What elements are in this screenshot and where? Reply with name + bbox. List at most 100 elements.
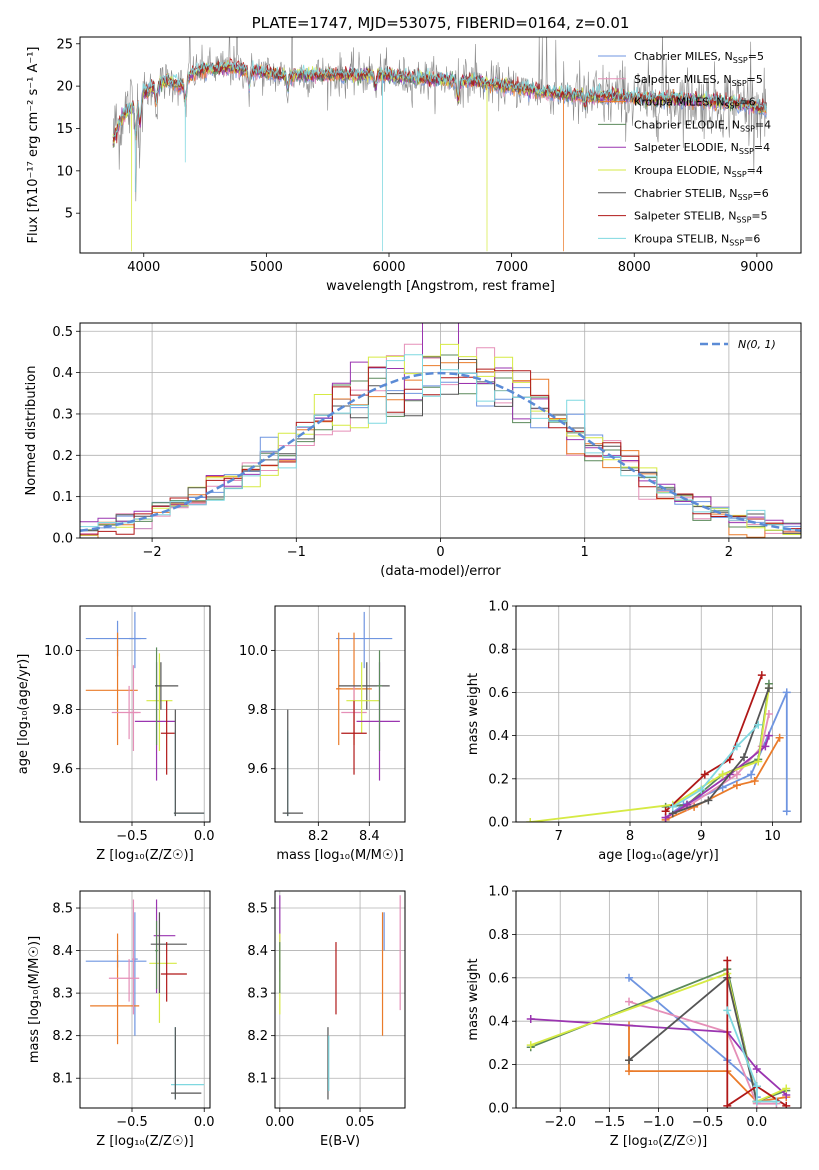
legend-label: Chabrier ELODIE, NSSP=4 bbox=[634, 118, 771, 133]
x-tick-label: 7000 bbox=[495, 260, 528, 275]
weight-marker bbox=[732, 770, 741, 779]
legend-label: Salpeter ELODIE, NSSP=4 bbox=[634, 141, 770, 156]
weight-marker bbox=[625, 973, 634, 982]
weight-marker bbox=[747, 770, 756, 779]
legend-val: =6 bbox=[753, 187, 769, 200]
errorbar-point bbox=[150, 912, 187, 994]
weight-marker bbox=[723, 956, 732, 965]
model-spectrum-7 bbox=[112, 56, 767, 144]
y-tick-label: 8.1 bbox=[52, 1072, 73, 1087]
errorbar-point bbox=[160, 942, 187, 1002]
x-tick-label: 0 bbox=[436, 545, 444, 560]
errorbar-point bbox=[146, 653, 173, 751]
y-tick-label: 8.4 bbox=[247, 944, 268, 959]
errorbar-point bbox=[85, 632, 138, 746]
legend-sub: SSP bbox=[729, 238, 744, 247]
x-tick-label: 8.2 bbox=[308, 829, 329, 844]
y-tick-label: 8.2 bbox=[52, 1029, 73, 1044]
errorbar-point bbox=[173, 730, 205, 817]
y-tick-label: 10 bbox=[56, 164, 73, 179]
weight-marker bbox=[752, 1082, 761, 1091]
x-tick-label: 0.05 bbox=[346, 1115, 375, 1130]
weight-line-6 bbox=[672, 687, 770, 815]
weight-line-8 bbox=[672, 724, 759, 808]
legend-label: Chabrier STELIB, NSSP=6 bbox=[634, 187, 769, 202]
y-tick-label: 0.3 bbox=[52, 407, 73, 422]
errorbar-point bbox=[134, 662, 176, 781]
y-axis-label: Normed distribution bbox=[24, 366, 39, 496]
y-tick-label: 0.2 bbox=[52, 449, 73, 464]
errorbar-point bbox=[346, 662, 380, 734]
x-tick-label: −1 bbox=[287, 545, 306, 560]
y-tick-label: 8.1 bbox=[247, 1072, 268, 1087]
axes-spectrum: 4000 5000 6000 7000 8000 9000 5 10 15 20 25 wavelen… bbox=[26, 14, 802, 294]
y-tick-label: 20 bbox=[56, 80, 73, 95]
legend-label: N(0, 1) bbox=[738, 338, 776, 351]
plot-area bbox=[526, 956, 791, 1108]
plot-area bbox=[282, 611, 400, 817]
weight-line-7 bbox=[664, 674, 763, 812]
y-tick-label: 0.2 bbox=[488, 772, 509, 787]
weight-line-7 bbox=[726, 960, 787, 1108]
legend-val: =4 bbox=[755, 118, 771, 131]
weight-marker bbox=[764, 731, 773, 740]
errorbar-point bbox=[129, 665, 138, 751]
errorbar-point bbox=[108, 959, 140, 1002]
weight-line-5 bbox=[530, 687, 770, 822]
errorbar-point bbox=[173, 709, 205, 817]
legend-label: Kroupa MILES, NSSP=6 bbox=[634, 96, 756, 111]
x-tick-label: 9000 bbox=[740, 260, 773, 275]
y-tick-label: 8.5 bbox=[247, 902, 268, 917]
errorbar-point bbox=[155, 662, 179, 710]
x-axis-label: mass [log₁₀(M/M☉)] bbox=[276, 848, 403, 863]
y-tick-label: 0.0 bbox=[488, 816, 509, 831]
y-tick-label: 8.2 bbox=[247, 1029, 268, 1044]
weight-marker bbox=[704, 796, 713, 805]
legend-label: Kroupa STELIB, NSSP=6 bbox=[634, 232, 760, 247]
y-tick-label: 10.0 bbox=[44, 644, 73, 659]
axes-massweight_vs_age: 7 8 9 10 0.0 0.2 0.4 0.6 0.8 1.0 age [log₁₀(age/yr… bbox=[466, 600, 802, 863]
axes-residuals: −2 −1 0 1 2 0.0 0.1 0.2 0.3 0.4 0.5 (data-model)/er… bbox=[24, 322, 802, 579]
errorbar-point bbox=[341, 700, 367, 775]
y-axis-label: Flux [fλ10⁻¹⁷ erg cm⁻² s⁻¹ A⁻¹] bbox=[26, 47, 41, 244]
weight-marker bbox=[782, 688, 791, 697]
y-tick-label: 9.6 bbox=[247, 762, 268, 777]
plot-area bbox=[279, 895, 401, 1100]
plot-area bbox=[526, 671, 791, 822]
normal-curve bbox=[80, 371, 801, 533]
legend-val: =6 bbox=[744, 232, 760, 245]
legend-val: =4 bbox=[747, 164, 763, 177]
x-axis-label: Z [log₁₀(Z/Z☉)] bbox=[96, 848, 193, 863]
y-tick-label: 9.6 bbox=[52, 762, 73, 777]
y-tick-label: 0.8 bbox=[488, 928, 509, 943]
x-axis-label: age [log₁₀(age/yr)] bbox=[598, 848, 719, 863]
legend-val: =5 bbox=[748, 50, 764, 63]
weight-marker bbox=[764, 710, 773, 718]
weight-marker bbox=[772, 1097, 781, 1106]
legend-sub: SSP bbox=[732, 170, 747, 179]
x-tick-label: 7 bbox=[555, 829, 563, 844]
y-tick-label: 0.1 bbox=[52, 490, 73, 505]
y-tick-label: 0.4 bbox=[52, 366, 73, 381]
errorbar-point bbox=[376, 650, 383, 751]
y-tick-label: 5 bbox=[65, 207, 73, 222]
axes-frame bbox=[79, 890, 211, 1109]
plot-area bbox=[85, 611, 205, 817]
weight-marker bbox=[697, 785, 706, 794]
weight-marker bbox=[750, 776, 759, 785]
x-tick-label: −2.0 bbox=[544, 1115, 576, 1130]
errorbar-point bbox=[85, 954, 147, 968]
x-axis-label: E(B-V) bbox=[320, 1134, 360, 1149]
axes-frame bbox=[274, 605, 406, 823]
x-tick-label: −1.0 bbox=[643, 1115, 675, 1130]
errorbar-point bbox=[171, 1027, 205, 1100]
x-tick-label: 0.0 bbox=[194, 1115, 215, 1130]
y-tick-label: 9.8 bbox=[52, 703, 73, 718]
y-tick-label: 0.6 bbox=[488, 971, 509, 986]
y-axis-label: age [log₁₀(age/yr)] bbox=[16, 654, 31, 775]
model-spectrum-8 bbox=[112, 60, 767, 252]
weight-marker bbox=[723, 1101, 732, 1108]
legend-val: =5 bbox=[747, 73, 763, 86]
y-axis-label: mass weight bbox=[466, 673, 481, 755]
